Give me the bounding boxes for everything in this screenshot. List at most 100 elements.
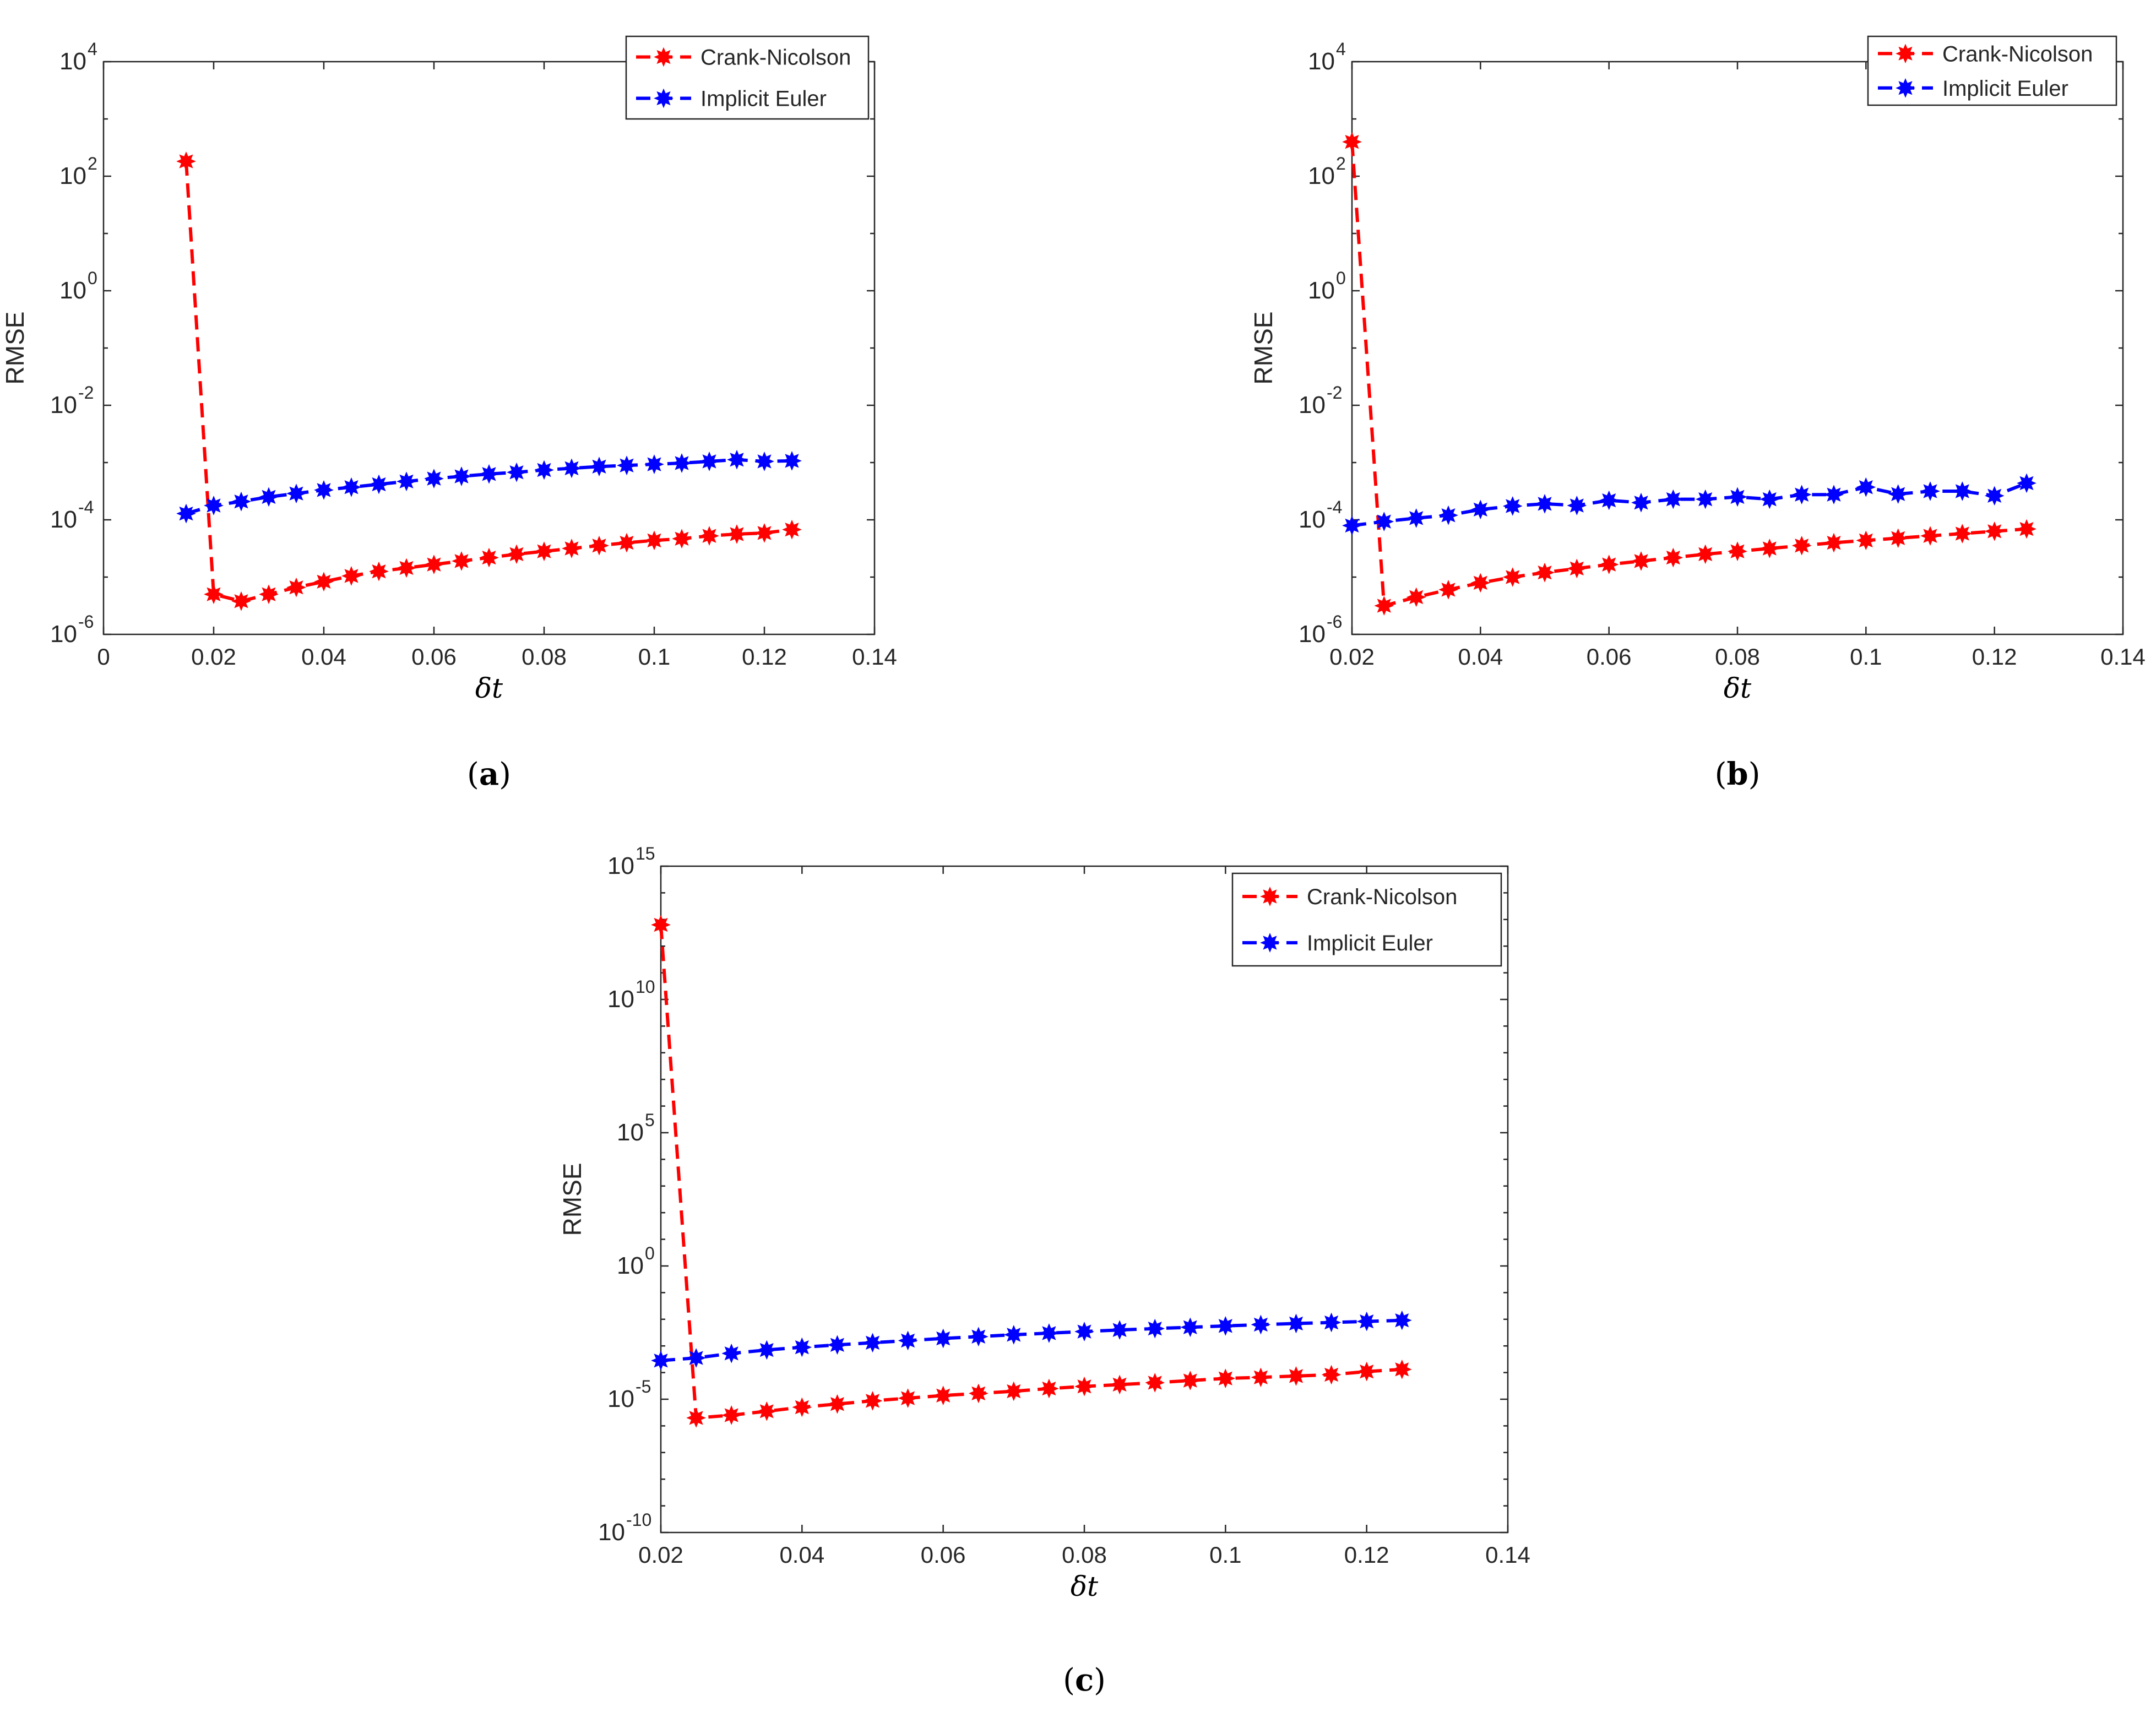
x-tick-label: 0.04 (779, 1542, 824, 1568)
data-point (452, 466, 471, 486)
legend-swatch-marker (1896, 78, 1915, 98)
data-point (1920, 526, 1940, 546)
data-point (2017, 473, 2036, 493)
data-point (754, 452, 774, 471)
data-point (1215, 1316, 1236, 1336)
x-tick-label: 0.02 (638, 1542, 683, 1568)
series-crank-nicolson (176, 151, 802, 611)
data-point (1791, 535, 1812, 556)
data-point (589, 456, 609, 477)
x-tick-label: 0.08 (1062, 1542, 1107, 1568)
data-point (727, 449, 747, 470)
data-point (397, 471, 416, 492)
y-axis-label: RMSE (558, 1163, 586, 1236)
panel-caption: (a) (467, 756, 511, 792)
legend-swatch-marker (654, 88, 674, 108)
data-point (933, 1385, 953, 1406)
data-point (1406, 587, 1426, 607)
legend-label: Crank-Nicolson (700, 46, 851, 70)
x-tick-label: 0.12 (1972, 644, 2017, 670)
data-point (286, 483, 306, 504)
x-tick-label: 0.08 (1715, 644, 1760, 670)
series-line (659, 925, 1402, 1420)
x-tick-label: 0.02 (1329, 644, 1375, 670)
legend-label: Implicit Euler (1942, 77, 2068, 101)
data-point (1145, 1373, 1165, 1393)
legend-swatch-marker (1260, 887, 1280, 906)
x-tick-label: 0.02 (191, 644, 236, 670)
y-tick-label: 10 (1299, 621, 1326, 648)
series-line (660, 1318, 1402, 1362)
data-point (757, 1401, 777, 1421)
data-point (1406, 508, 1426, 528)
series-line (1350, 142, 2027, 608)
data-point (1663, 547, 1683, 568)
legend-label: Crank-Nicolson (1307, 885, 1457, 909)
legend-swatch-marker (1896, 44, 1915, 64)
x-axis-label: δt (475, 672, 503, 704)
data-point (686, 1348, 706, 1368)
series-crank-nicolson (1342, 132, 2036, 616)
x-tick-label: 0.04 (301, 644, 346, 670)
data-point (507, 462, 526, 482)
y-tick-exponent: 2 (88, 154, 97, 173)
y-tick-exponent: -10 (626, 1510, 651, 1530)
data-point (1920, 481, 1940, 501)
data-point (589, 535, 609, 556)
data-point (1342, 132, 1362, 152)
data-point (2017, 519, 2036, 539)
x-tick-label: 0.14 (2100, 644, 2146, 670)
data-point (204, 496, 224, 515)
data-point (1695, 544, 1715, 564)
y-tick-label: 10 (50, 392, 77, 419)
data-point (1110, 1320, 1129, 1340)
data-point (1251, 1367, 1271, 1388)
series-implicit-euler (651, 1310, 1412, 1371)
data-point (1286, 1366, 1306, 1386)
data-point (862, 1391, 883, 1411)
data-point (259, 487, 279, 507)
x-tick-label: 0.1 (1850, 644, 1882, 670)
data-point (1074, 1322, 1094, 1341)
data-point (562, 539, 582, 558)
data-point (782, 519, 802, 540)
data-point (782, 451, 802, 471)
x-tick-label: 0.04 (1458, 644, 1503, 670)
y-tick-label: 10 (50, 621, 77, 648)
y-tick-label: 10 (617, 1252, 644, 1279)
data-point (672, 453, 692, 473)
data-point (1695, 489, 1715, 509)
y-tick-label: 10 (598, 1519, 625, 1546)
data-point (341, 566, 361, 586)
data-point (369, 561, 389, 581)
data-point (754, 523, 774, 543)
data-point (1286, 1313, 1306, 1334)
legend: Crank-Nicolson Implicit Euler (625, 35, 870, 120)
data-point (862, 1333, 883, 1353)
panel-caption: (b) (1715, 756, 1761, 792)
data-point (1502, 567, 1523, 587)
data-point (1215, 1368, 1236, 1388)
y-tick-label: 10 (1299, 506, 1326, 533)
data-point (534, 541, 554, 562)
data-point (1438, 580, 1458, 600)
y-tick-label: 10 (59, 277, 86, 304)
data-point (644, 530, 664, 551)
x-tick-label: 0.12 (1344, 1542, 1389, 1568)
data-point (1631, 492, 1651, 513)
legend-label: Implicit Euler (1307, 931, 1433, 955)
y-tick-exponent: 0 (88, 268, 97, 288)
y-axis-label: RMSE (1249, 312, 1278, 385)
y-tick-label: 10 (1308, 277, 1335, 304)
data-point (397, 558, 416, 578)
data-point (507, 544, 526, 564)
data-point (651, 915, 671, 935)
data-point (176, 503, 196, 524)
data-point (341, 477, 361, 497)
x-tick-label: 0.14 (852, 644, 897, 670)
data-point (651, 1350, 671, 1371)
data-point (534, 460, 554, 480)
data-point (1470, 499, 1491, 520)
